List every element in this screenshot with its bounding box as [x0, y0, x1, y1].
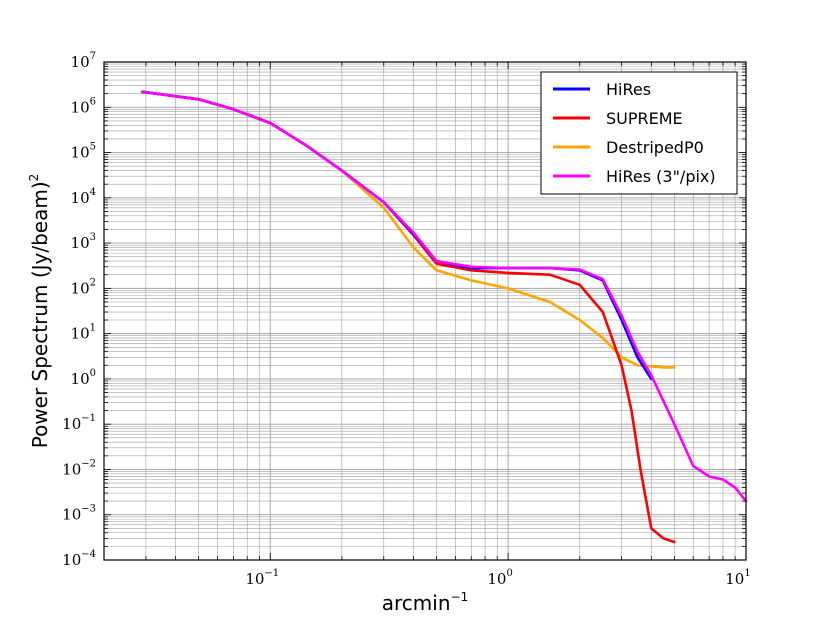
- plot-frame: [103, 61, 747, 561]
- y-axis-label: Power Spectrum (Jy/beam)2: [27, 174, 52, 449]
- axis-ticks: [103, 61, 747, 561]
- y-tick-label: 10−3: [62, 504, 96, 524]
- y-tick-labels: 10−4 10−3 10−2 10−1 100 101 102 103 104 105 106 107: [62, 51, 96, 569]
- legend-label-hires: HiRes: [606, 80, 651, 99]
- series-layer: [141, 90, 748, 544]
- y-tick-label: 10−2: [62, 458, 96, 478]
- legend-box: [540, 71, 738, 195]
- y-tick-label: 10−4: [62, 549, 96, 569]
- series-line-hires-3pix: [141, 90, 748, 503]
- x-tick-label: 101: [725, 568, 750, 588]
- y-tick-label: 103: [71, 232, 96, 252]
- x-axis-label: arcmin−1: [382, 590, 468, 615]
- legend-label-destripedp0: DestripedP0: [606, 138, 704, 157]
- y-tick-label: 10−1: [62, 413, 96, 433]
- y-tick-label: 101: [71, 323, 96, 343]
- legend-label-supreme: SUPREME: [606, 109, 683, 128]
- y-tick-label: 104: [71, 187, 96, 207]
- y-tick-label: 100: [71, 368, 96, 388]
- x-tick-label: 100: [487, 568, 512, 588]
- grid-lines: [103, 61, 747, 561]
- y-tick-label: 106: [71, 96, 96, 116]
- x-tick-label: 10−1: [245, 568, 279, 588]
- legend-label-hires-3pix: HiRes (3"/pix): [606, 167, 716, 186]
- y-tick-label: 102: [71, 277, 96, 297]
- x-tick-labels: 10−1 100 101: [245, 568, 750, 588]
- y-tick-label: 107: [71, 51, 96, 71]
- legend: HiRes SUPREME DestripedP0 HiRes (3"/pix): [540, 71, 738, 195]
- y-tick-label: 105: [71, 142, 96, 162]
